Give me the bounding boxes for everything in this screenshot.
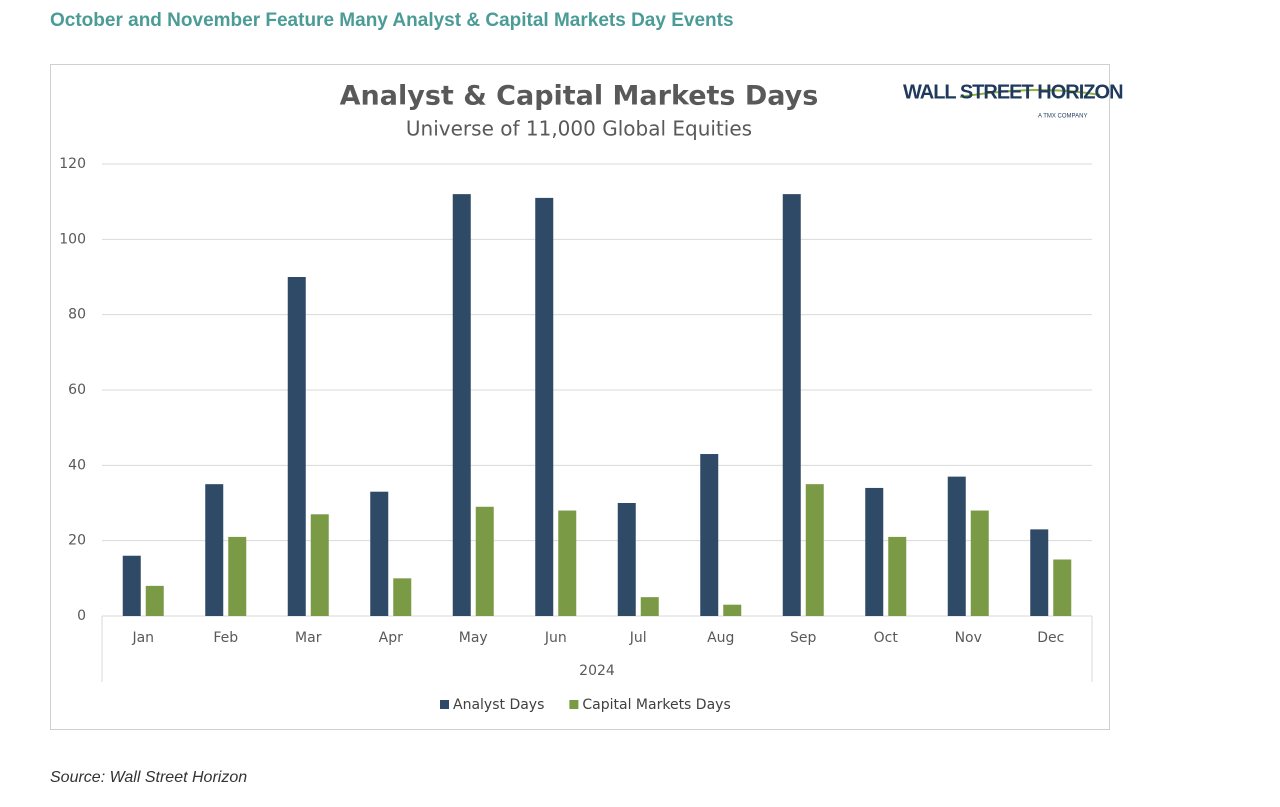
x-tick-label: Jan: [131, 630, 154, 646]
bar: [475, 506, 494, 616]
x-tick-label: Aug: [707, 630, 734, 646]
bar: [888, 536, 907, 616]
x-tick-label: Nov: [955, 630, 982, 646]
legend-label: Analyst Days: [453, 697, 544, 713]
x-tick-label: Dec: [1037, 630, 1064, 646]
x-tick-label: Oct: [874, 630, 899, 646]
bar: [617, 503, 636, 616]
x-tick-label: Feb: [213, 630, 238, 646]
bar: [205, 484, 224, 616]
x-tick-label: Jun: [544, 630, 567, 646]
bar: [1053, 559, 1072, 616]
bar: [287, 277, 306, 616]
y-tick-label: 20: [68, 533, 86, 549]
bar: [452, 194, 471, 616]
source-note: Source: Wall Street Horizon: [50, 769, 247, 786]
y-tick-label: 80: [68, 307, 86, 323]
chart-title: Analyst & Capital Markets Days: [340, 81, 819, 112]
legend-marker: [569, 700, 579, 709]
y-tick-label: 60: [68, 382, 86, 398]
bar: [805, 484, 824, 616]
bar: [723, 604, 742, 616]
logo-swoosh: [959, 89, 1101, 98]
x-tick-label: Sep: [790, 630, 817, 646]
y-tick-label: 0: [77, 608, 86, 624]
chart-frame: [50, 64, 1110, 730]
bar: [145, 585, 164, 616]
bar: [535, 197, 554, 616]
bar: [700, 454, 719, 616]
bar: [865, 487, 884, 616]
bar: [970, 510, 989, 616]
bar: [947, 476, 966, 616]
bar: [393, 578, 412, 616]
x-tick-label: Mar: [295, 630, 322, 646]
bar: [1030, 529, 1049, 616]
page-heading: October and November Feature Many Analys…: [50, 10, 734, 31]
bar: [228, 536, 247, 616]
x-axis-label: 2024: [579, 663, 615, 679]
bar: [782, 194, 801, 616]
legend-marker: [440, 700, 449, 709]
x-tick-label: May: [459, 630, 488, 646]
y-tick-label: 120: [59, 156, 86, 172]
bar: [640, 597, 659, 616]
chart-subtitle: Universe of 11,000 Global Equities: [406, 117, 752, 141]
bar: [370, 491, 389, 616]
legend-label: Capital Markets Days: [582, 697, 730, 713]
bar: [122, 555, 141, 616]
x-tick-label: Apr: [379, 630, 403, 646]
y-tick-label: 100: [59, 231, 86, 247]
x-tick-label: Jul: [629, 630, 647, 646]
y-tick-label: 40: [68, 457, 86, 473]
logo: WALL STREET HORIZON A TMX COMPANY: [903, 81, 1124, 120]
bar: [310, 514, 329, 616]
bar: [558, 510, 577, 616]
logo-tagline: A TMX COMPANY: [1038, 114, 1087, 120]
logo-name: WALL STREET HORIZON: [903, 81, 1123, 103]
